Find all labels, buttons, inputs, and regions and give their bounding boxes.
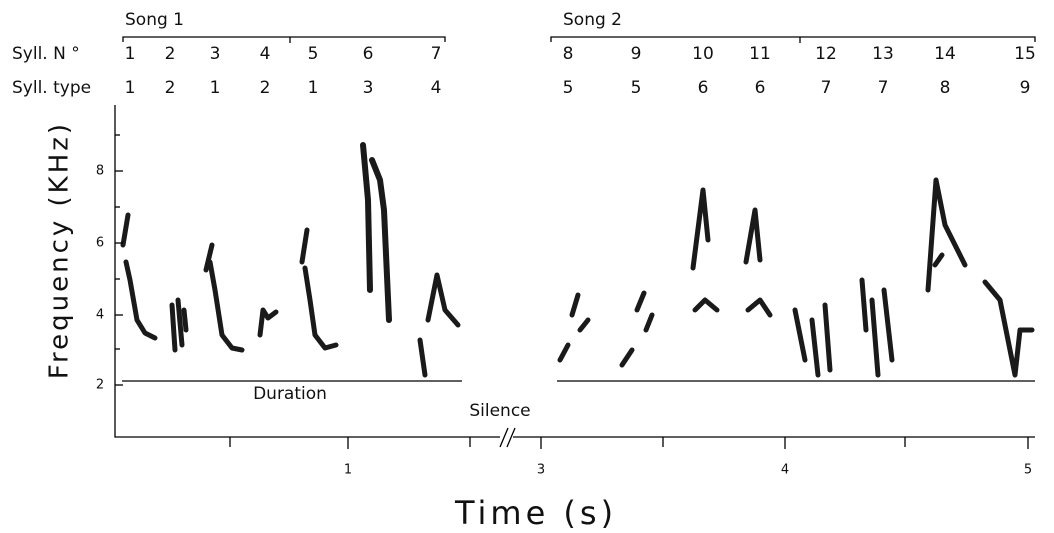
syllable-number: 11	[749, 44, 771, 64]
x-tick-label: 3	[537, 463, 545, 478]
y-tick-label: 6	[96, 236, 104, 251]
y-tick-label: 8	[96, 164, 104, 179]
row-label: Syll. N °	[12, 44, 80, 64]
x-tick-label: 5	[1024, 463, 1032, 478]
y-tick-label: 2	[96, 378, 104, 393]
syllable-number: 1	[125, 44, 136, 64]
syllable-type: 1	[210, 78, 221, 98]
syllable-type: 7	[821, 78, 832, 98]
syllable-number: 13	[872, 44, 894, 64]
brackets	[114, 36, 1036, 448]
syllable-number: 15	[1014, 44, 1036, 64]
syllable-type: 7	[878, 78, 889, 98]
syllable-number: 5	[308, 44, 319, 64]
syllable-type: 1	[308, 78, 319, 98]
syllable-type: 5	[631, 78, 642, 98]
duration-label: Duration	[253, 384, 327, 404]
song-label: Song 1	[125, 10, 184, 30]
song-label: Song 2	[563, 10, 622, 30]
syllable-number: 10	[692, 44, 714, 64]
syllable-type: 2	[165, 78, 176, 98]
syllable-number: 9	[631, 44, 642, 64]
syllable-type: 6	[755, 78, 766, 98]
x-axis-title: Time (s)	[454, 494, 617, 532]
row-label: Syll. type	[12, 78, 91, 98]
syllable-number: 7	[431, 44, 442, 64]
syllable-type: 9	[1020, 78, 1031, 98]
syllable-type: 8	[940, 78, 951, 98]
y-tick-label: 4	[96, 308, 104, 323]
syllable-number: 8	[563, 44, 574, 64]
syllable-number: 6	[363, 44, 374, 64]
silence-label: Silence	[469, 401, 530, 421]
syllable-number: 12	[815, 44, 837, 64]
syllable-number: 14	[934, 44, 956, 64]
syllable-type: 2	[260, 78, 271, 98]
syllable-type: 3	[363, 78, 374, 98]
syllable-type: 6	[698, 78, 709, 98]
syllable-number: 3	[210, 44, 221, 64]
syllable-type: 1	[125, 78, 136, 98]
y-axis-title: Frequency (KHz)	[45, 121, 75, 379]
x-tick-label: 4	[781, 463, 789, 478]
syllable-type: 5	[563, 78, 574, 98]
syllable-number: 4	[260, 44, 271, 64]
syllable-number: 2	[165, 44, 176, 64]
x-tick-label: 1	[344, 463, 352, 478]
syllable-type: 4	[431, 78, 442, 98]
spectrogram	[120, 142, 1035, 378]
